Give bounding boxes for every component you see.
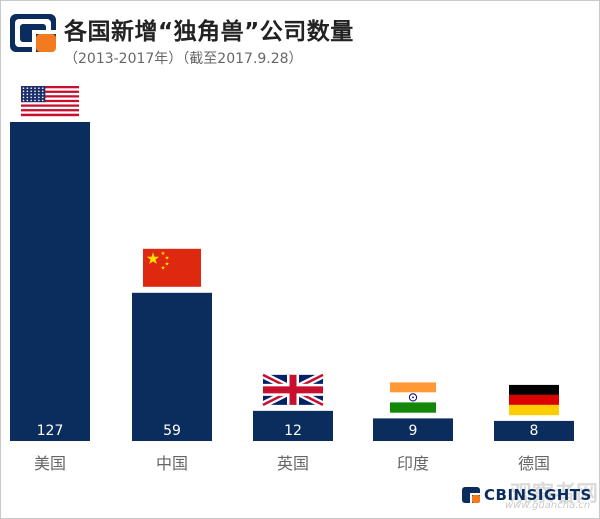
china-flag-icon bbox=[143, 248, 201, 287]
germany-flag-icon bbox=[509, 384, 559, 416]
value-label-2: 12 bbox=[284, 423, 302, 439]
india-flag-icon bbox=[390, 382, 436, 413]
value-label-3: 9 bbox=[409, 423, 418, 439]
category-label-3: 印度 bbox=[397, 454, 429, 473]
bar-4 bbox=[494, 420, 574, 441]
value-label-0: 127 bbox=[37, 423, 64, 439]
us-flag-icon bbox=[21, 86, 79, 117]
bar-3 bbox=[373, 418, 453, 441]
watermark-url: www.guancha.cn bbox=[505, 500, 591, 511]
cbinsights-logo-icon bbox=[10, 14, 56, 52]
category-label-2: 英国 bbox=[277, 454, 309, 473]
value-label-1: 59 bbox=[163, 423, 181, 439]
category-label-1: 中国 bbox=[156, 454, 188, 473]
chart-title: 各国新增“独角兽”公司数量 bbox=[64, 19, 354, 45]
bar-2 bbox=[253, 410, 333, 441]
category-label-0: 美国 bbox=[34, 454, 66, 473]
cbinsights-small-logo-icon bbox=[462, 487, 480, 503]
brand-footer: CBINSIGHTS bbox=[462, 486, 592, 504]
uk-flag-icon bbox=[261, 371, 325, 408]
brand-name: CBINSIGHTS bbox=[484, 486, 592, 504]
bar-1 bbox=[132, 292, 212, 441]
category-label-4: 德国 bbox=[518, 454, 550, 473]
watermark: 观察者网 bbox=[510, 482, 599, 507]
value-label-4: 8 bbox=[530, 423, 539, 439]
chart-subtitle: （2013-2017年）（截至2017.9.28） bbox=[64, 51, 303, 67]
bar-0 bbox=[10, 122, 90, 441]
